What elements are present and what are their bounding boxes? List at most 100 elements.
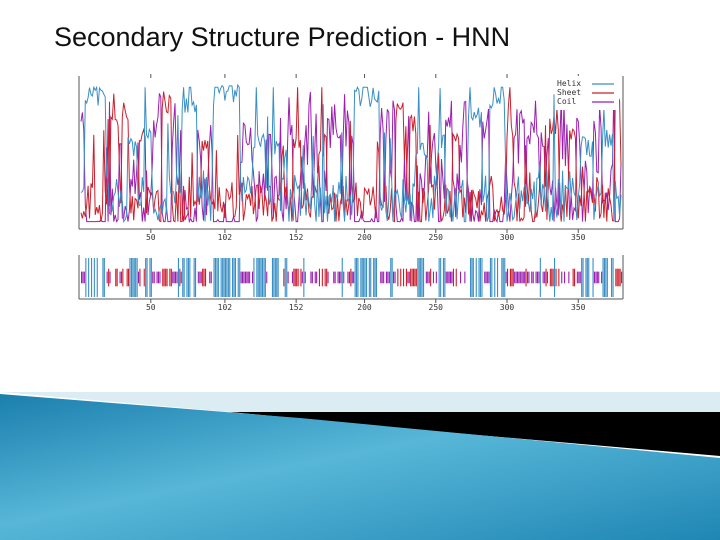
strip-bar (471, 258, 473, 297)
strip-bar (602, 258, 604, 297)
strip-bar (229, 258, 231, 297)
strip-bar (263, 258, 265, 297)
strip-bar (318, 268, 320, 287)
strip-bar (507, 268, 509, 287)
probability-line-chart: 50 102 152 200 250 300 350 Helix Sheet Coil (78, 74, 624, 242)
strip-bar (264, 258, 266, 297)
strip-bar (109, 271, 111, 284)
strip-bar (488, 271, 490, 284)
strip-bar (411, 268, 413, 287)
strip-bar (157, 271, 159, 284)
legend-label-helix: Helix (557, 79, 581, 88)
strip-bar (340, 271, 342, 284)
strip-bar (521, 271, 523, 284)
strip-bar (596, 271, 598, 284)
strip-bar (532, 271, 534, 284)
strip-bar (83, 271, 85, 284)
strip-bar (152, 271, 154, 284)
strip-bar (361, 258, 363, 297)
strip-bar (186, 258, 188, 297)
strip-bar (296, 268, 298, 287)
strip-bar (427, 271, 429, 284)
strip-bar (545, 268, 547, 287)
strip-bar (343, 271, 345, 284)
strip-bar (388, 271, 390, 284)
strip-bar (616, 268, 618, 287)
strip-bar (551, 268, 553, 287)
strip-bar (357, 258, 359, 297)
x-tick-label: 102 (218, 303, 233, 312)
strip-bar (347, 271, 349, 284)
strip-bar (334, 271, 336, 284)
strip-bar (438, 258, 440, 297)
x-tick-label: 102 (218, 233, 233, 242)
strip-bar (214, 258, 216, 297)
strip-bar (284, 258, 286, 297)
line-chart-x-ticks: 50 102 152 200 250 300 350 (146, 74, 586, 242)
strip-bar (383, 271, 385, 284)
strip-bar (106, 271, 108, 284)
strip-bar (234, 258, 236, 297)
strip-bar (497, 258, 499, 297)
strip-bar (153, 271, 155, 284)
strip-bar (128, 268, 130, 287)
strip-bar (612, 258, 614, 297)
strip-bar (310, 271, 312, 284)
strip-bar (619, 268, 621, 287)
strip-bar (326, 268, 328, 287)
strip-bar (605, 258, 607, 297)
strip-bar (544, 271, 546, 284)
strip-bar (321, 268, 323, 287)
strip-bar (333, 271, 335, 284)
strip-bar (139, 268, 141, 287)
x-tick-label: 50 (146, 303, 156, 312)
strip-bar (418, 258, 420, 297)
strip-bar (180, 271, 182, 284)
strip-bar (88, 258, 90, 297)
strip-bar (247, 271, 249, 284)
strip-bar (549, 268, 551, 287)
strip-bar (373, 258, 375, 297)
strip-bar (193, 258, 195, 297)
strip-bar (586, 258, 588, 297)
strip-bar (561, 271, 563, 284)
strip-bar (126, 268, 128, 287)
strip-bar (304, 271, 306, 284)
strip-bar (177, 258, 179, 297)
strip-bar (574, 268, 576, 287)
strip-bar (535, 271, 537, 284)
strip-bar (478, 258, 480, 297)
strip-bar (132, 258, 134, 297)
strip-bar (165, 268, 167, 287)
strip-bar (116, 268, 118, 287)
strip-bar (481, 258, 483, 297)
strip-bar (316, 271, 318, 284)
x-tick-label: 152 (289, 233, 304, 242)
strip-bar (187, 258, 189, 297)
strip-bar (576, 271, 578, 284)
strip-bar (130, 258, 132, 297)
strip-bar (277, 258, 279, 297)
slide-title: Secondary Structure Prediction - HNN (54, 22, 511, 52)
strip-bar (504, 258, 506, 297)
strip-bar (203, 268, 205, 287)
strip-bar (558, 268, 560, 287)
strip-bar (375, 258, 377, 297)
x-tick-label: 200 (357, 233, 372, 242)
strip-bar (242, 271, 244, 284)
strip-bar (115, 268, 117, 287)
strip-bar (202, 268, 204, 287)
strip-bar (119, 271, 121, 284)
strip-bar (224, 258, 226, 297)
strip-bar (432, 271, 434, 284)
strip-bar (531, 271, 533, 284)
strip-bar (390, 258, 392, 297)
strip-bar (415, 268, 417, 287)
strip-bar (527, 271, 529, 284)
strip-bar (511, 268, 513, 287)
series-line-helix (80, 83, 622, 223)
strip-bar (397, 268, 399, 287)
strip-bar (611, 258, 613, 297)
strip-bar (266, 271, 268, 284)
